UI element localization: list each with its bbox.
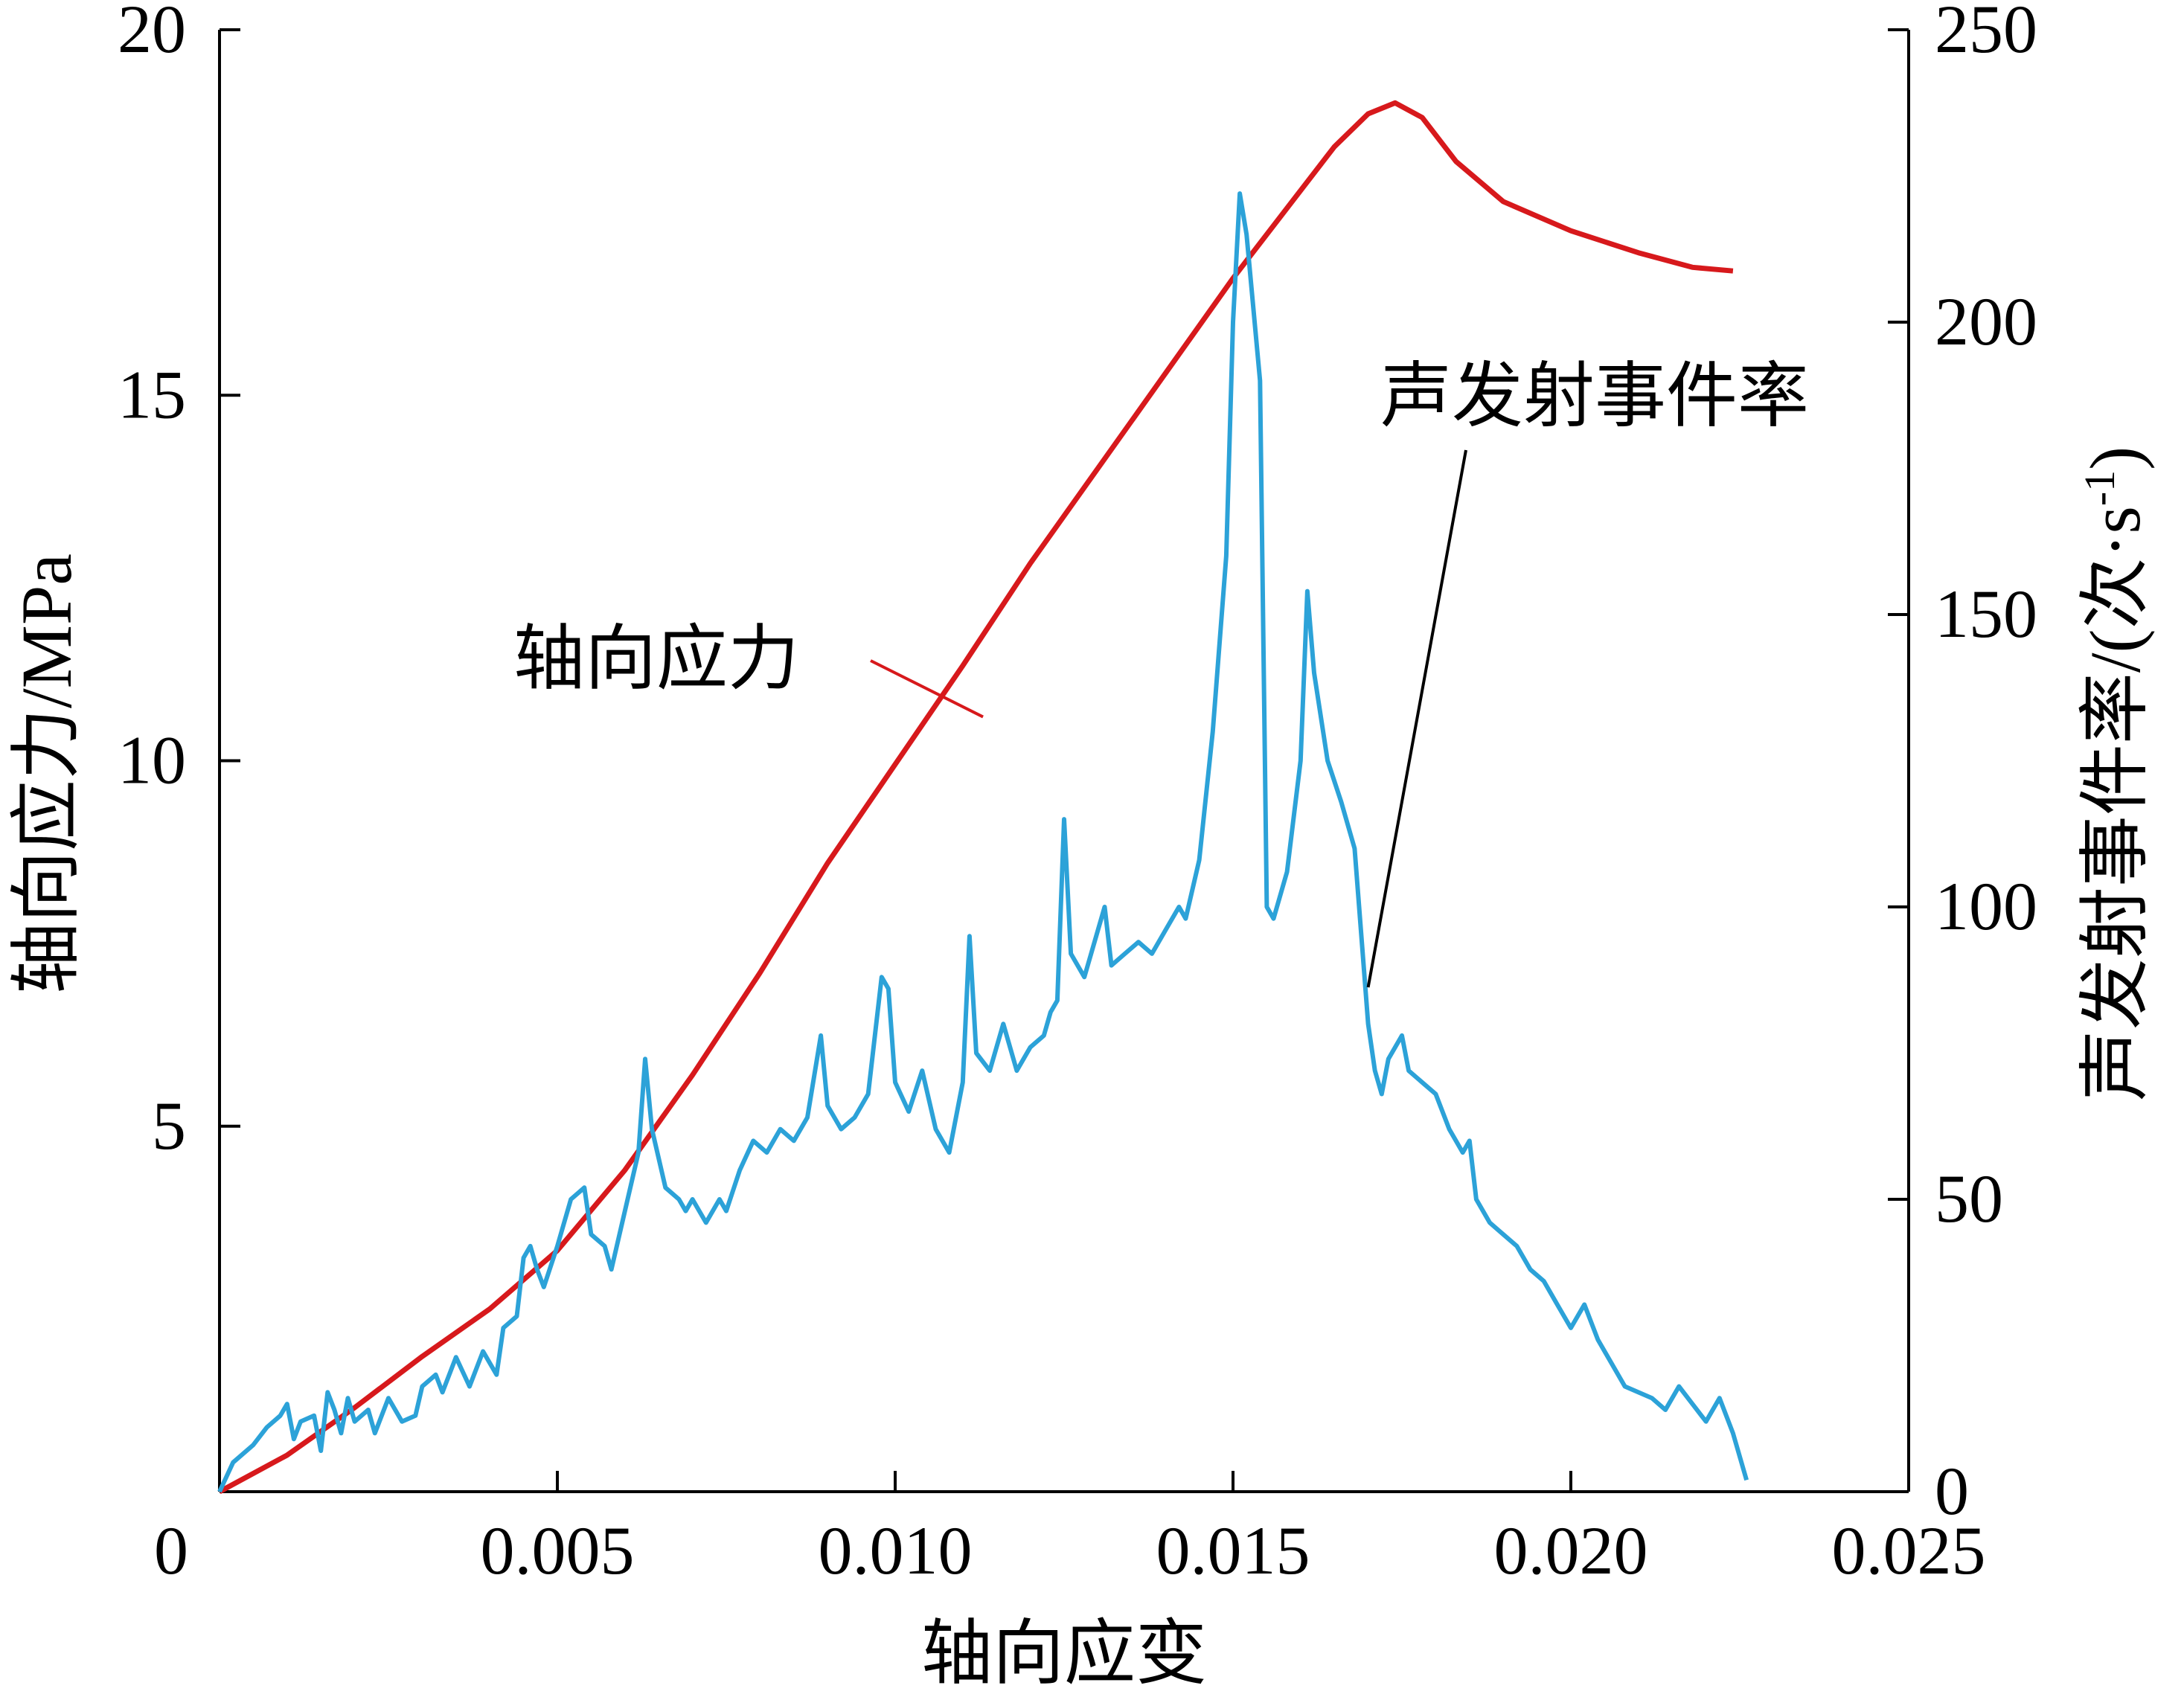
series-ae-rate-line bbox=[217, 191, 1749, 1493]
annotation-ae-rate: 声发射事件率 bbox=[1380, 356, 1809, 436]
x-origin-label: 0 bbox=[154, 1513, 188, 1588]
y-right-axis-title: 声发射事件率/(次·s-1) bbox=[2075, 446, 2155, 1101]
y-right-tick-label: 50 bbox=[1935, 1161, 2003, 1236]
y-right-tick-label: 200 bbox=[1935, 283, 2037, 359]
annotation-ae-rate-leader bbox=[1366, 449, 1467, 988]
y-right-tick-label: 150 bbox=[1935, 576, 2037, 652]
y-right-tick-label: 0 bbox=[1935, 1453, 1969, 1529]
tick-marks bbox=[220, 28, 1910, 1493]
x-tick-label: 0.010 bbox=[819, 1513, 973, 1588]
x-tick-label: 0.005 bbox=[481, 1513, 635, 1588]
x-axis-title: 轴向应变 bbox=[921, 1614, 1207, 1693]
x-tick-label: 0.020 bbox=[1494, 1513, 1648, 1588]
x-tick-label: 0.015 bbox=[1156, 1513, 1310, 1588]
y-right-tick-label: 250 bbox=[1935, 0, 2037, 67]
series-axial-stress-line bbox=[218, 100, 1734, 1495]
x-tick-label: 0.025 bbox=[1832, 1513, 1986, 1588]
y-left-tick-label: 15 bbox=[118, 356, 186, 432]
y-left-tick-label: 10 bbox=[118, 722, 186, 798]
y-right-tick-label: 100 bbox=[1935, 868, 2037, 944]
y-left-axis-title: 轴向应力/MPa bbox=[7, 554, 86, 994]
tick-labels: 0.005 0.010 0.015 0.020 0.025510152005010015… bbox=[118, 0, 2037, 1588]
annotation-axial-stress-leader bbox=[870, 659, 984, 719]
y-left-tick-label: 5 bbox=[152, 1088, 186, 1164]
annotation-axial-stress: 轴向应力 bbox=[513, 619, 799, 699]
y-left-tick-label: 20 bbox=[118, 0, 186, 67]
